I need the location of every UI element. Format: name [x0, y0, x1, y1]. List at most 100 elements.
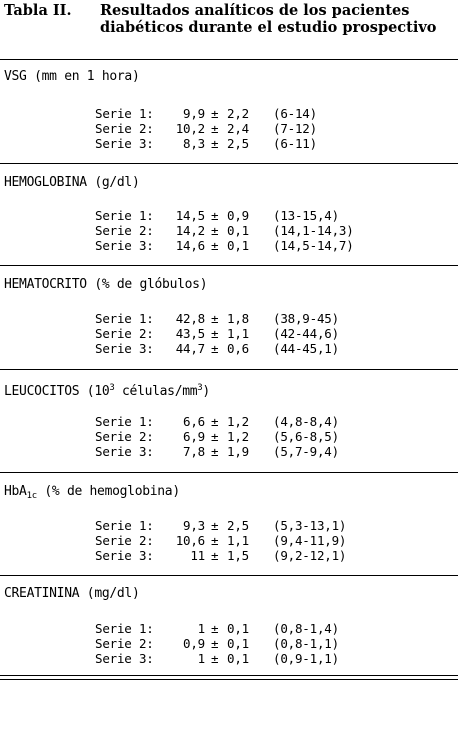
heading-superscript: 3: [109, 383, 115, 393]
sd-value: 0,1: [227, 223, 249, 238]
plus-minus: ±: [211, 311, 219, 326]
serie-label: Serie 2:: [95, 429, 154, 444]
section-heading: HbA1c (% de hemoglobina): [4, 484, 180, 504]
table-row: Serie 3: 11 ± 1,5 (9,2-12,1): [95, 548, 346, 563]
table-row: Serie 2: 10,2 ± 2,4 (7-12): [95, 121, 317, 136]
section-rows: Serie 1: 14,5 ± 0,9 (13-15,4) Serie 2: 1…: [95, 208, 354, 253]
mean-value: 14,2: [175, 223, 206, 238]
table-row: Serie 3: 14,6 ± 0,1 (14,5-14,7): [95, 238, 354, 253]
plus-minus: ±: [211, 341, 219, 356]
serie-label: Serie 1:: [95, 208, 154, 223]
section-heading: LEUCOCITOS (103 células/mm3): [4, 380, 210, 400]
sd-value: 1,8: [227, 311, 249, 326]
plus-minus: ±: [211, 238, 219, 253]
mean-value: 10,2: [175, 121, 206, 136]
mean-value: 8,3: [183, 136, 205, 151]
heading-text: HbA: [4, 484, 27, 499]
range-value: (13-15,4): [273, 208, 339, 223]
mean-value: 9,9: [183, 106, 205, 121]
section-divider: [0, 369, 458, 370]
table-row: Serie 1: 1 ± 0,1 (0,8-1,4): [95, 621, 339, 636]
plus-minus: ±: [211, 136, 219, 151]
sd-value: 0,6: [227, 341, 249, 356]
table-row: Serie 1: 42,8 ± 1,8 (38,9-45): [95, 311, 339, 326]
heading-text: células/mm: [114, 384, 198, 399]
section-heading: VSG (mm en 1 hora): [4, 69, 140, 84]
plus-minus: ±: [211, 636, 219, 651]
plus-minus: ±: [211, 414, 219, 429]
serie-label: Serie 3:: [95, 341, 154, 356]
table-row: Serie 2: 10,6 ± 1,1 (9,4-11,9): [95, 533, 346, 548]
table-row: Serie 3: 1 ± 0,1 (0,9-1,1): [95, 651, 339, 666]
mean-value: 44,7: [175, 341, 206, 356]
table-row: Serie 1: 9,9 ± 2,2 (6-14): [95, 106, 317, 121]
table-document: Tabla II. Resultados analíticos de los p…: [0, 2, 458, 680]
mean-value: 0,9: [183, 636, 205, 651]
range-value: (6-11): [273, 136, 317, 151]
heading-text: LEUCOCITOS (10: [4, 384, 110, 399]
plus-minus: ±: [211, 208, 219, 223]
table-row: Serie 2: 43,5 ± 1,1 (42-44,6): [95, 326, 339, 341]
serie-label: Serie 2:: [95, 223, 154, 238]
plus-minus: ±: [211, 444, 219, 459]
section-heading: HEMOGLOBINA (g/dl): [4, 175, 140, 190]
range-value: (0,8-1,1): [273, 636, 339, 651]
section-rows: Serie 1: 9,9 ± 2,2 (6-14) Serie 2: 10,2 …: [95, 106, 317, 151]
heading-subscript: 1c: [26, 491, 38, 501]
range-value: (9,4-11,9): [273, 533, 347, 548]
section-rows: Serie 1: 9,3 ± 2,5 (5,3-13,1) Serie 2: 1…: [95, 518, 346, 563]
sd-value: 0,9: [227, 208, 249, 223]
range-value: (7-12): [273, 121, 317, 136]
sd-value: 1,2: [227, 414, 249, 429]
section-rows: Serie 1: 6,6 ± 1,2 (4,8-8,4) Serie 2: 6,…: [95, 414, 339, 459]
table-row: Serie 1: 9,3 ± 2,5 (5,3-13,1): [95, 518, 346, 533]
table-row: Serie 3: 7,8 ± 1,9 (5,7-9,4): [95, 444, 339, 459]
serie-label: Serie 1:: [95, 518, 154, 533]
plus-minus: ±: [211, 121, 219, 136]
mean-value: 11: [190, 548, 205, 563]
plus-minus: ±: [211, 548, 219, 563]
range-value: (6-14): [273, 106, 317, 121]
sd-value: 1,1: [227, 533, 249, 548]
heading-superscript: 3: [197, 383, 203, 393]
sd-value: 1,9: [227, 444, 249, 459]
rule-bottom-1: [0, 675, 458, 676]
sd-value: 2,4: [227, 121, 249, 136]
serie-label: Serie 3:: [95, 651, 154, 666]
plus-minus: ±: [211, 429, 219, 444]
mean-value: 6,9: [183, 429, 205, 444]
range-value: (14,1-14,3): [273, 223, 354, 238]
rule-bottom-2: [0, 679, 458, 680]
sd-value: 0,1: [227, 651, 249, 666]
sd-value: 1,1: [227, 326, 249, 341]
range-value: (5,7-9,4): [273, 444, 339, 459]
range-value: (0,9-1,1): [273, 651, 339, 666]
mean-value: 42,8: [175, 311, 206, 326]
range-value: (38,9-45): [273, 311, 339, 326]
plus-minus: ±: [211, 621, 219, 636]
section-rows: Serie 1: 42,8 ± 1,8 (38,9-45) Serie 2: 4…: [95, 311, 339, 356]
sd-value: 1,2: [227, 429, 249, 444]
mean-value: 1: [197, 651, 206, 666]
table-row: Serie 2: 14,2 ± 0,1 (14,1-14,3): [95, 223, 354, 238]
mean-value: 14,5: [175, 208, 206, 223]
plus-minus: ±: [211, 223, 219, 238]
sd-value: 0,1: [227, 636, 249, 651]
range-value: (4,8-8,4): [273, 414, 339, 429]
range-value: (9,2-12,1): [273, 548, 347, 563]
section-divider: [0, 265, 458, 266]
section-heading: CREATININA (mg/dl): [4, 586, 140, 601]
serie-label: Serie 2:: [95, 121, 154, 136]
sd-value: 0,1: [227, 621, 249, 636]
section-heading: HEMATOCRITO (% de glóbulos): [4, 277, 208, 292]
sd-value: 0,1: [227, 238, 249, 253]
serie-label: Serie 1:: [95, 106, 154, 121]
plus-minus: ±: [211, 518, 219, 533]
range-value: (5,3-13,1): [273, 518, 347, 533]
mean-value: 7,8: [183, 444, 205, 459]
sd-value: 2,5: [227, 518, 249, 533]
serie-label: Serie 3:: [95, 136, 154, 151]
range-value: (42-44,6): [273, 326, 339, 341]
section-rows: Serie 1: 1 ± 0,1 (0,8-1,4) Serie 2: 0,9 …: [95, 621, 339, 666]
serie-label: Serie 3:: [95, 548, 154, 563]
